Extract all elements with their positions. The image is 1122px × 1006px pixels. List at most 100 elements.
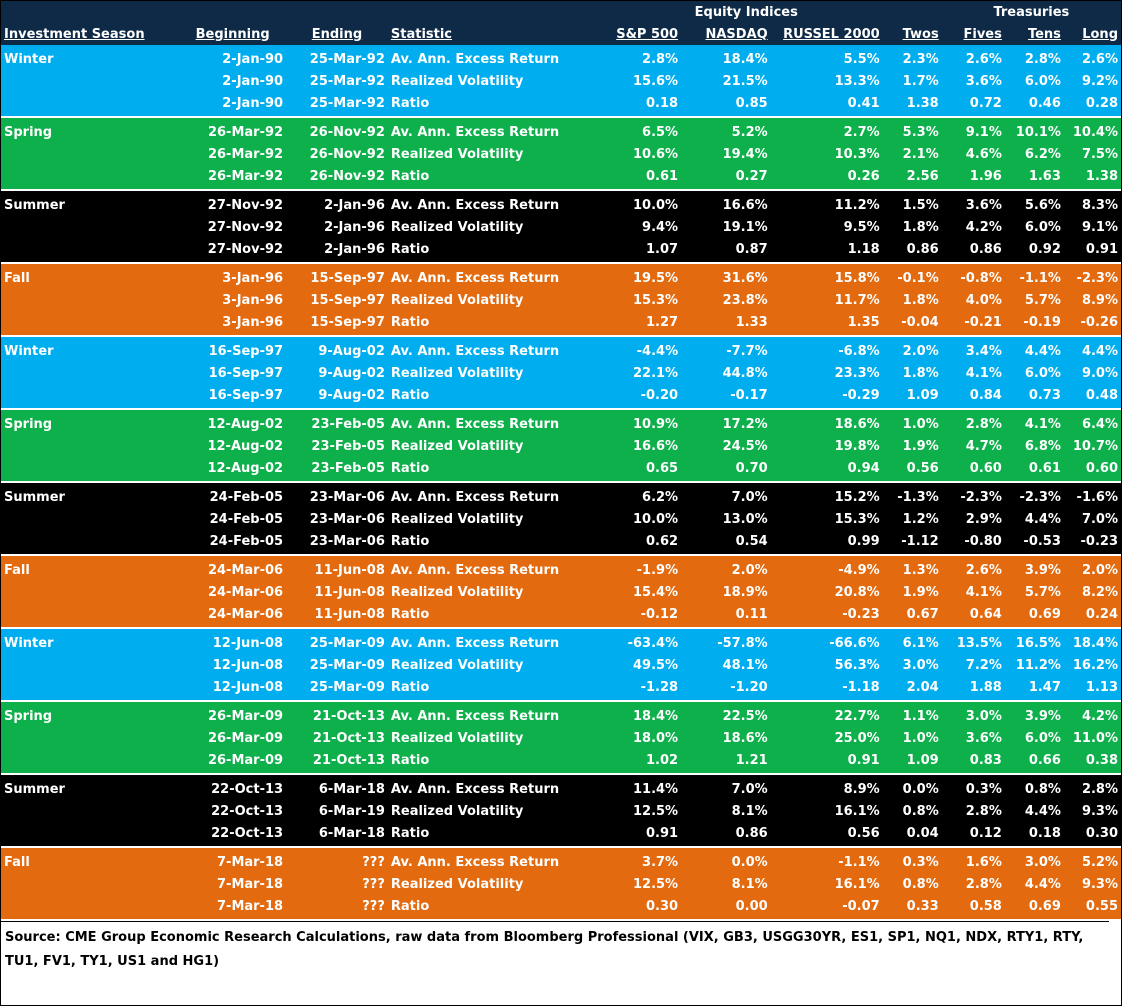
nasdaq-cell: 0.00	[681, 895, 771, 921]
sp500-cell: -63.4%	[609, 628, 682, 654]
source-note: Source: CME Group Economic Research Calc…	[1, 921, 1109, 974]
twos-cell: 2.0%	[882, 336, 942, 362]
ending-cell: 11-Jun-08	[286, 581, 388, 603]
season-rows: Winter 2-Jan-90 25-Mar-92 Av. Ann. Excess R…	[1, 45, 1121, 921]
season-name-cell: Fall	[1, 847, 180, 873]
beginning-cell: 22-Oct-13	[179, 822, 287, 848]
season-name-cell	[1, 143, 180, 165]
season-name-cell	[1, 749, 180, 775]
beginning-cell: 27-Nov-92	[179, 216, 287, 238]
fives-cell: 0.60	[941, 457, 1005, 483]
nasdaq-cell: 21.5%	[681, 70, 771, 92]
beginning-cell: 16-Sep-97	[179, 384, 287, 410]
long-cell: -0.26	[1063, 311, 1121, 337]
tens-cell: 6.0%	[1004, 362, 1064, 384]
ending-cell: 21-Oct-13	[286, 701, 388, 727]
fives-cell: 3.4%	[941, 336, 1005, 362]
nasdaq-cell: 22.5%	[681, 701, 771, 727]
statistic-cell: Realized Volatility	[387, 800, 610, 822]
season-name-cell	[1, 289, 180, 311]
col-header-tens: Tens	[1004, 23, 1064, 45]
russell-cell: 11.2%	[770, 190, 883, 216]
fives-cell: 7.2%	[941, 654, 1005, 676]
twos-cell: 0.8%	[882, 873, 942, 895]
beginning-cell: 27-Nov-92	[179, 190, 287, 216]
russell-cell: 1.18	[770, 238, 883, 264]
long-cell: 0.38	[1063, 749, 1121, 775]
russell-cell: 22.7%	[770, 701, 883, 727]
table-row: 24-Feb-05 23-Mar-06 Ratio 0.62 0.54 0.99 -1.12…	[1, 530, 1121, 556]
beginning-cell: 24-Feb-05	[179, 508, 287, 530]
sp500-cell: 1.07	[609, 238, 682, 264]
nasdaq-cell: 8.1%	[681, 873, 771, 895]
col-header-russell: RUSSEL 2000	[770, 23, 883, 45]
sp500-cell: 3.7%	[609, 847, 682, 873]
ending-cell: 23-Mar-06	[286, 482, 388, 508]
fives-cell: 0.84	[941, 384, 1005, 410]
statistic-cell: Realized Volatility	[387, 873, 610, 895]
beginning-cell: 24-Feb-05	[179, 482, 287, 508]
fives-cell: 2.6%	[941, 555, 1005, 581]
nasdaq-cell: 18.4%	[681, 45, 771, 70]
russell-cell: 20.8%	[770, 581, 883, 603]
fives-cell: 4.7%	[941, 435, 1005, 457]
long-cell: 0.24	[1063, 603, 1121, 629]
table-row: 7-Mar-18??? Ratio 0.30 0.00 -0.07 0.33 0.58 0.6…	[1, 895, 1121, 921]
sp500-cell: 10.0%	[609, 508, 682, 530]
ending-cell: 11-Jun-08	[286, 555, 388, 581]
sp500-cell: 0.91	[609, 822, 682, 848]
col-header-season: Investment Season	[1, 23, 180, 45]
russell-cell: 15.3%	[770, 508, 883, 530]
long-cell: 18.4%	[1063, 628, 1121, 654]
table-row: 3-Jan-96 15-Sep-97 Ratio 1.27 1.33 1.35 -0.04-…	[1, 311, 1121, 337]
season-name-cell	[1, 530, 180, 556]
russell-cell: 23.3%	[770, 362, 883, 384]
table-row: Fall 24-Mar-06 11-Jun-08 Av. Ann. Excess Re…	[1, 555, 1121, 581]
beginning-cell: 7-Mar-18	[179, 895, 287, 921]
season-name-cell: Fall	[1, 555, 180, 581]
sp500-cell: 0.61	[609, 165, 682, 191]
twos-cell: 1.09	[882, 384, 942, 410]
statistic-cell: Av. Ann. Excess Return	[387, 263, 610, 289]
equity-indices-group-label: Equity Indices	[609, 1, 883, 23]
sp500-cell: 12.5%	[609, 800, 682, 822]
table-row: Fall 7-Mar-18??? Av. Ann. Excess Return 3.7…	[1, 847, 1121, 873]
season-name-cell: Winter	[1, 628, 180, 654]
sp500-cell: 10.6%	[609, 143, 682, 165]
nasdaq-cell: -7.7%	[681, 336, 771, 362]
twos-cell: 1.3%	[882, 555, 942, 581]
ending-cell: 25-Mar-09	[286, 628, 388, 654]
ending-cell: ???	[286, 847, 388, 873]
statistic-cell: Av. Ann. Excess Return	[387, 45, 610, 70]
russell-cell: 9.5%	[770, 216, 883, 238]
tens-cell: 1.47	[1004, 676, 1064, 702]
table-row: 12-Jun-08 25-Mar-09 Realized Volatility 49.…	[1, 654, 1121, 676]
twos-cell: 1.2%	[882, 508, 942, 530]
season-name-cell	[1, 435, 180, 457]
nasdaq-cell: 48.1%	[681, 654, 771, 676]
col-header-beginning: Beginning	[179, 23, 287, 45]
table-row: 7-Mar-18??? Realized Volatility 12.5% 8.1% 1…	[1, 873, 1121, 895]
tens-cell: 1.63	[1004, 165, 1064, 191]
ending-cell: 9-Aug-02	[286, 362, 388, 384]
fives-cell: 4.0%	[941, 289, 1005, 311]
statistic-cell: Av. Ann. Excess Return	[387, 555, 610, 581]
fives-cell: 1.6%	[941, 847, 1005, 873]
season-name-cell	[1, 727, 180, 749]
russell-cell: 0.94	[770, 457, 883, 483]
statistic-cell: Ratio	[387, 749, 610, 775]
beginning-cell: 2-Jan-90	[179, 45, 287, 70]
fives-cell: 0.83	[941, 749, 1005, 775]
nasdaq-cell: 0.70	[681, 457, 771, 483]
beginning-cell: 24-Mar-06	[179, 581, 287, 603]
beginning-cell: 3-Jan-96	[179, 263, 287, 289]
ending-cell: 21-Oct-13	[286, 749, 388, 775]
sp500-cell: -0.20	[609, 384, 682, 410]
long-cell: 11.0%	[1063, 727, 1121, 749]
table-row: Spring 26-Mar-09 21-Oct-13 Av. Ann. Excess …	[1, 701, 1121, 727]
nasdaq-cell: 1.33	[681, 311, 771, 337]
russell-cell: 19.8%	[770, 435, 883, 457]
ending-cell: 26-Nov-92	[286, 143, 388, 165]
russell-cell: 16.1%	[770, 800, 883, 822]
ending-cell: 2-Jan-96	[286, 190, 388, 216]
